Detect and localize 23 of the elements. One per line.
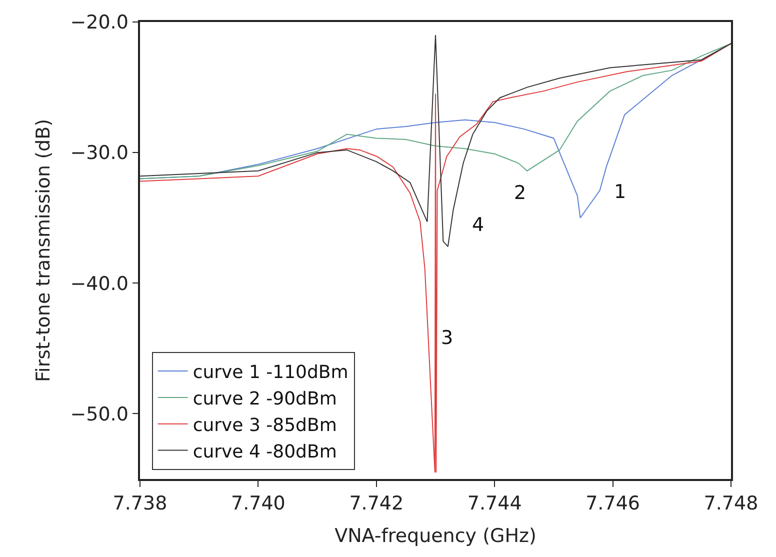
y-tick-label: −40.0 <box>70 272 128 295</box>
annotation: 2 <box>514 182 526 204</box>
x-tick-label: 7.742 <box>349 492 404 515</box>
legend-label: curve 3 -85dBm <box>192 414 337 436</box>
annotation: 4 <box>472 214 484 236</box>
x-tick-label: 7.740 <box>230 492 286 515</box>
x-tick-label: 7.748 <box>704 492 758 515</box>
line-series <box>140 43 731 180</box>
y-axis-title: First-tone transmission (dB) <box>32 118 55 382</box>
y-tick-label: −30.0 <box>70 142 128 164</box>
y-tick-label: −20.0 <box>70 12 128 34</box>
annotation: 3 <box>441 327 454 349</box>
y-tick-label: −50.0 <box>70 403 128 426</box>
legend-label: curve 4 -80dBm <box>192 441 337 462</box>
x-tick-label: 7.744 <box>467 492 522 515</box>
x-tick-label: 7.738 <box>112 492 168 515</box>
legend-label: curve 2 -90dBm <box>192 388 337 410</box>
x-tick-label: 7.746 <box>586 492 640 515</box>
annotation: 1 <box>614 181 626 203</box>
legend-label: curve 1 -110dBm <box>192 362 348 384</box>
line-series <box>140 43 731 473</box>
line-series <box>140 34 731 248</box>
x-axis-title: VNA-frequency (GHz) <box>334 524 536 547</box>
